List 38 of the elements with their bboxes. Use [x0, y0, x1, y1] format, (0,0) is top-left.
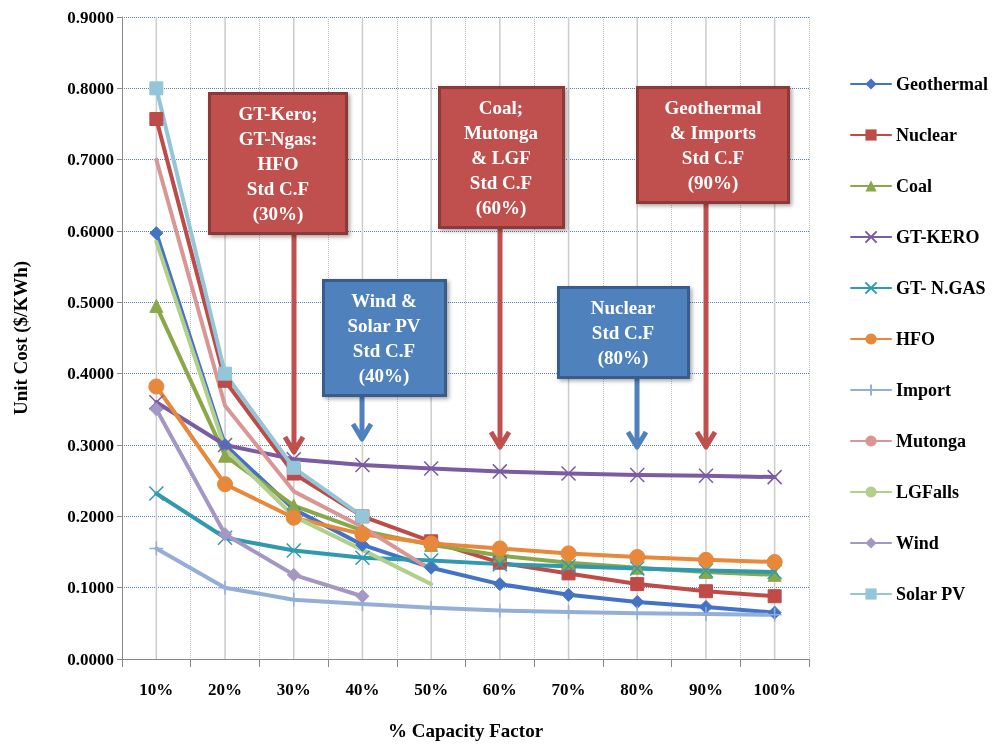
callout-box: GT-Kero; GT-Ngas: HFO Std C.F (30%)	[208, 92, 348, 235]
y-axis-title: Unit Cost ($/KWh)	[10, 260, 32, 416]
legend-label: Import	[896, 380, 952, 400]
legend-label: LGFalls	[896, 482, 960, 502]
y-tick-label: 0.7000	[67, 150, 114, 170]
x-tick-label: 60%	[482, 680, 517, 699]
y-tick-label: 0.2000	[67, 506, 114, 526]
callout-box: Wind & Solar PV Std C.F (40%)	[321, 279, 447, 397]
x-tick-label: 100%	[753, 680, 796, 699]
y-tick-label: 0.9000	[67, 7, 114, 27]
x-tick-label: 40%	[345, 680, 380, 699]
x-tick-label: 50%	[414, 680, 449, 699]
legend-label: Geothermal	[896, 74, 988, 94]
legend-label: Solar PV	[896, 584, 966, 604]
x-tick-label: 20%	[208, 680, 243, 699]
legend-label: HFO	[896, 329, 936, 349]
x-axis-title: % Capacity Factor	[387, 720, 544, 741]
y-tick-label: 0.6000	[67, 221, 114, 241]
callout-box: Coal; Mutonga & LGF Std C.F (60%)	[437, 86, 565, 229]
y-tick-label: 0.0000	[67, 649, 114, 669]
callout-box: Geothermal & Imports Std C.F (90%)	[636, 86, 790, 204]
x-tick-label: 90%	[688, 680, 723, 699]
x-tick-label: 10%	[139, 680, 174, 699]
y-tick-label: 0.1000	[67, 578, 114, 598]
y-tick-label: 0.5000	[67, 292, 114, 312]
callout-box: Nuclear Std C.F (80%)	[556, 286, 690, 379]
legend-label: Mutonga	[896, 431, 967, 451]
legend-label: Wind	[896, 533, 939, 553]
x-tick-label: 30%	[276, 680, 311, 699]
legend-label: Coal	[896, 176, 933, 196]
y-tick-label: 0.4000	[67, 364, 114, 384]
x-tick-label: 80%	[620, 680, 655, 699]
legend-label: Nuclear	[896, 125, 958, 145]
y-tick-label: 0.3000	[67, 435, 114, 455]
y-tick-label: 0.8000	[67, 78, 114, 98]
legend-label: GT- N.GAS	[896, 278, 986, 298]
x-tick-label: 70%	[551, 680, 586, 699]
legend-label: GT-KERO	[896, 227, 980, 247]
